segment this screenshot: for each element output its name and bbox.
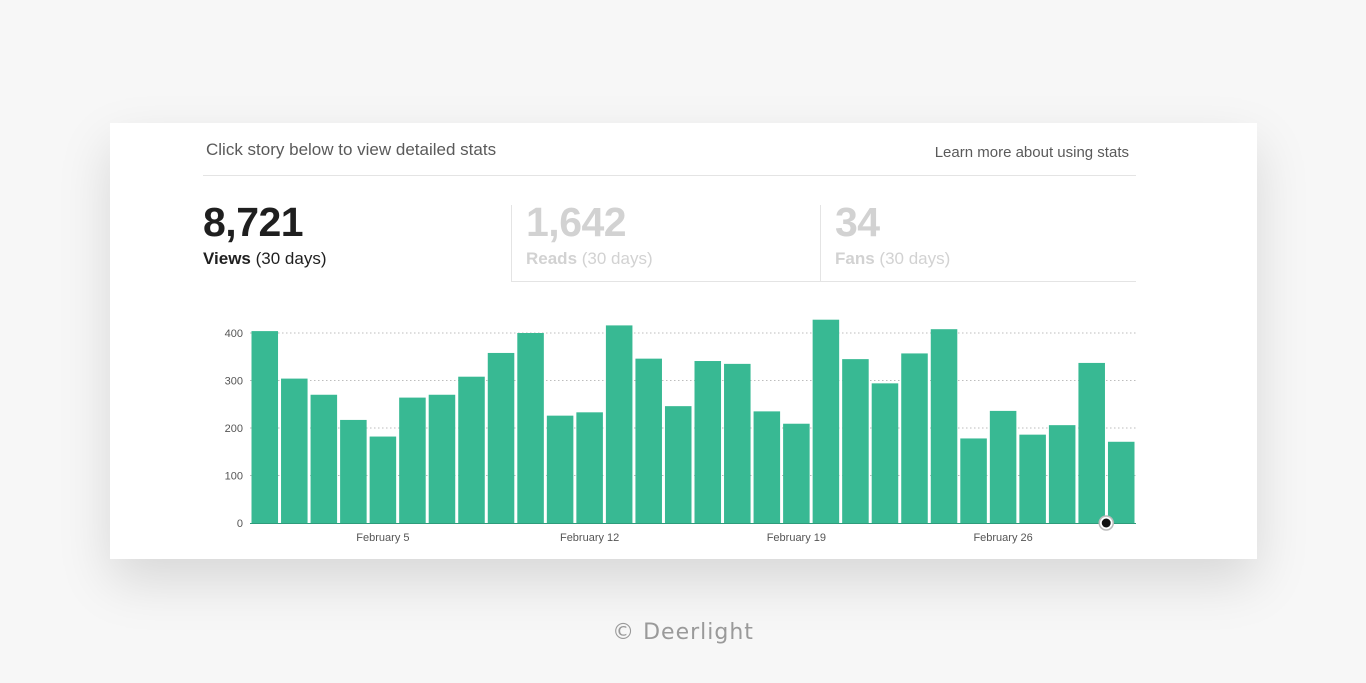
bar[interactable] bbox=[1078, 362, 1105, 523]
cursor-dot-icon bbox=[1101, 518, 1111, 528]
bar[interactable] bbox=[546, 415, 574, 523]
bar[interactable] bbox=[989, 410, 1017, 523]
views-label-period: (30 days) bbox=[255, 249, 327, 268]
reads-label: Reads (30 days) bbox=[526, 249, 653, 269]
bar[interactable] bbox=[605, 325, 633, 523]
bar[interactable] bbox=[724, 363, 751, 523]
bar[interactable] bbox=[251, 331, 279, 523]
bar[interactable] bbox=[576, 412, 603, 523]
bar[interactable] bbox=[635, 358, 662, 523]
bar[interactable] bbox=[1107, 441, 1135, 523]
bar[interactable] bbox=[399, 397, 426, 523]
tab-views[interactable]: 8,721 Views (30 days) bbox=[203, 199, 511, 282]
fans-label-period: (30 days) bbox=[879, 249, 951, 268]
x-tick-label: February 19 bbox=[767, 532, 826, 544]
fans-label-name: Fans bbox=[835, 249, 875, 268]
bar[interactable] bbox=[960, 438, 987, 523]
bar[interactable] bbox=[487, 352, 515, 523]
chart-cursor bbox=[1098, 515, 1114, 531]
y-tick-label: 300 bbox=[225, 376, 243, 388]
chart-x-ticks: February 5 February 12 February 19 February… bbox=[356, 532, 1032, 544]
bar[interactable] bbox=[783, 423, 810, 523]
tab-fans[interactable]: 34 Fans (30 days) bbox=[820, 199, 1136, 282]
bar[interactable] bbox=[753, 411, 781, 523]
bar[interactable] bbox=[812, 319, 840, 523]
y-tick-label: 100 bbox=[225, 471, 243, 483]
reads-count: 1,642 bbox=[526, 199, 627, 245]
learn-more-link[interactable]: Learn more about using stats bbox=[934, 144, 1129, 161]
bar[interactable] bbox=[901, 353, 928, 523]
bar[interactable] bbox=[369, 436, 397, 523]
bar[interactable] bbox=[871, 383, 899, 523]
reads-label-period: (30 days) bbox=[581, 249, 653, 268]
chart-gridlines bbox=[250, 332, 1136, 524]
x-tick-label: February 5 bbox=[356, 532, 409, 544]
chart-bars bbox=[251, 319, 1135, 523]
chart-y-ticks: 0 100 200 300 400 bbox=[225, 328, 243, 530]
stat-tabs: 8,721 Views (30 days) 1,642 Reads (30 da… bbox=[203, 199, 1136, 282]
stats-card: Click story below to view detailed stats… bbox=[110, 123, 1257, 559]
y-tick-label: 0 bbox=[237, 518, 243, 530]
credit-text: © Deerlight bbox=[612, 620, 754, 645]
y-tick-label: 200 bbox=[225, 423, 243, 435]
bar[interactable] bbox=[458, 376, 485, 523]
fans-label: Fans (30 days) bbox=[835, 249, 950, 269]
x-tick-label: February 26 bbox=[973, 532, 1032, 544]
bar[interactable] bbox=[340, 419, 367, 523]
bar[interactable] bbox=[1048, 425, 1076, 523]
bar[interactable] bbox=[664, 406, 692, 523]
reads-label-name: Reads bbox=[526, 249, 578, 268]
tab-reads[interactable]: 1,642 Reads (30 days) bbox=[511, 199, 820, 282]
bar[interactable] bbox=[1019, 434, 1046, 523]
y-tick-label: 400 bbox=[225, 328, 243, 340]
bar[interactable] bbox=[428, 394, 456, 523]
fans-count: 34 bbox=[835, 199, 880, 245]
bar[interactable] bbox=[842, 359, 869, 523]
views-count: 8,721 bbox=[203, 199, 304, 245]
x-tick-label: February 12 bbox=[560, 532, 619, 544]
stats-header: Click story below to view detailed stats… bbox=[203, 123, 1136, 176]
bar[interactable] bbox=[517, 333, 544, 523]
stats-hint-text: Click story below to view detailed stats bbox=[206, 140, 497, 159]
views-label: Views (30 days) bbox=[203, 249, 327, 269]
bar[interactable] bbox=[281, 378, 308, 523]
bar[interactable] bbox=[930, 329, 958, 523]
bar[interactable] bbox=[310, 394, 338, 523]
views-label-name: Views bbox=[203, 249, 251, 268]
bar[interactable] bbox=[694, 361, 722, 523]
